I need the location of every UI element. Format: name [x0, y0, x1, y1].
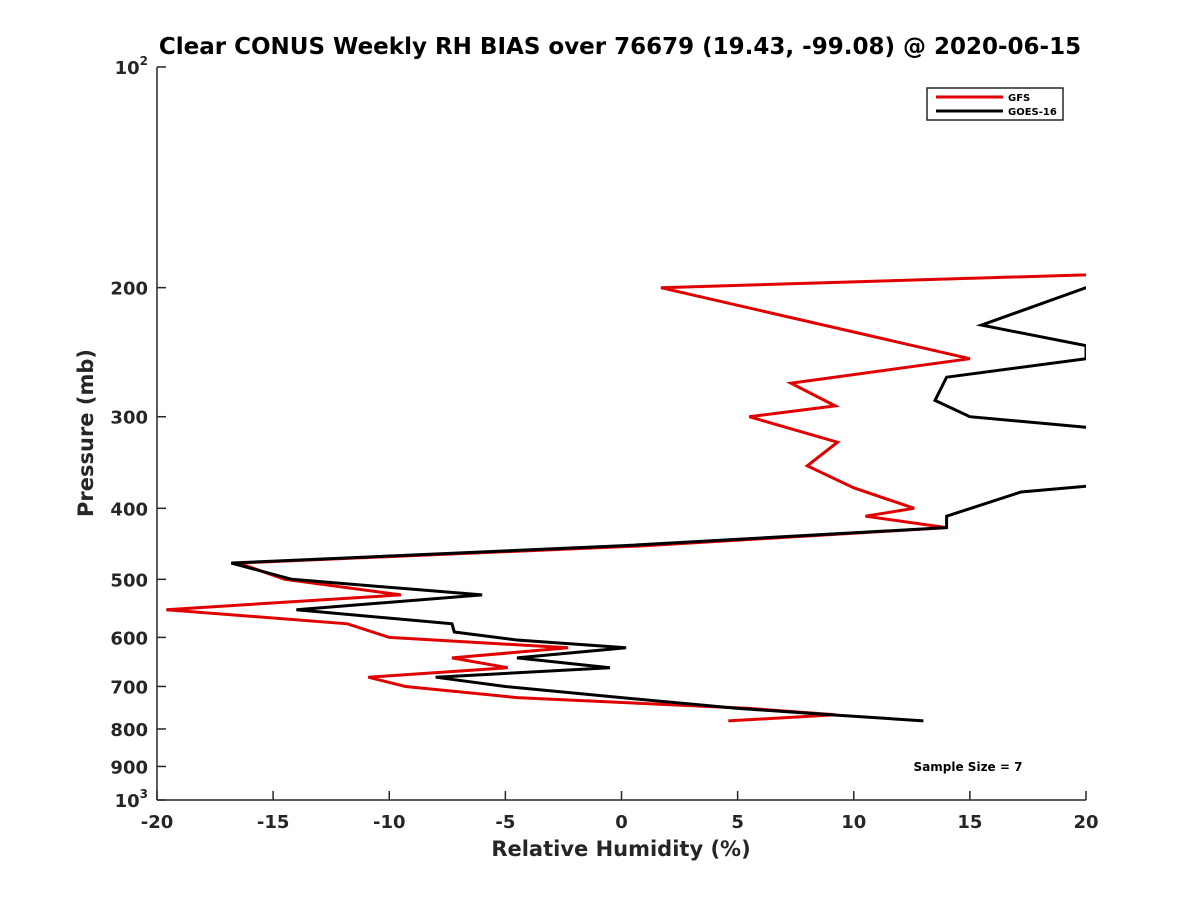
- y-tick-label: 103: [115, 787, 148, 812]
- legend-box: [926, 87, 1064, 121]
- x-axis-ticks: -20 -15 -10 -5 0 5 10 15 20: [141, 791, 1099, 833]
- legend-label-goes16: GOES-16: [1008, 107, 1057, 118]
- y-tick-label: 600: [110, 628, 148, 649]
- y-tick-label: 200: [110, 279, 148, 300]
- y-tick-label: 900: [110, 757, 148, 778]
- series-layer: [166, 273, 1086, 723]
- x-tick-label: -10: [373, 812, 406, 833]
- x-tick-label: 0: [615, 812, 628, 833]
- y-tick-label: 800: [110, 720, 148, 741]
- x-tick-label: 20: [1073, 812, 1098, 833]
- legend-label-gfs: GFS: [1008, 93, 1030, 104]
- chart-title: Clear CONUS Weekly RH BIAS over 76679 (1…: [159, 34, 1081, 60]
- x-tick-label: -5: [495, 812, 515, 833]
- y-tick-label: 102: [115, 54, 148, 79]
- y-tick-label: 300: [110, 408, 148, 429]
- x-tick-label: -15: [257, 812, 290, 833]
- x-tick-label: -20: [141, 812, 174, 833]
- y-tick-label: 500: [110, 570, 148, 591]
- y-tick-label: 700: [110, 677, 148, 698]
- legend: GFS GOES-16: [926, 87, 1064, 121]
- series-line-goes16: [230, 286, 1086, 723]
- sample-size-annotation: Sample Size = 7: [914, 760, 1023, 774]
- x-axis-label: Relative Humidity (%): [491, 837, 750, 861]
- y-axis-ticks: 102 200 300 400 500 600 700 800 900 103: [110, 54, 166, 812]
- x-tick-label: 15: [957, 812, 982, 833]
- x-tick-label: 5: [731, 812, 744, 833]
- y-tick-label: 400: [110, 499, 148, 520]
- y-axis-label: Pressure (mb): [74, 349, 98, 517]
- x-tick-label: 10: [841, 812, 866, 833]
